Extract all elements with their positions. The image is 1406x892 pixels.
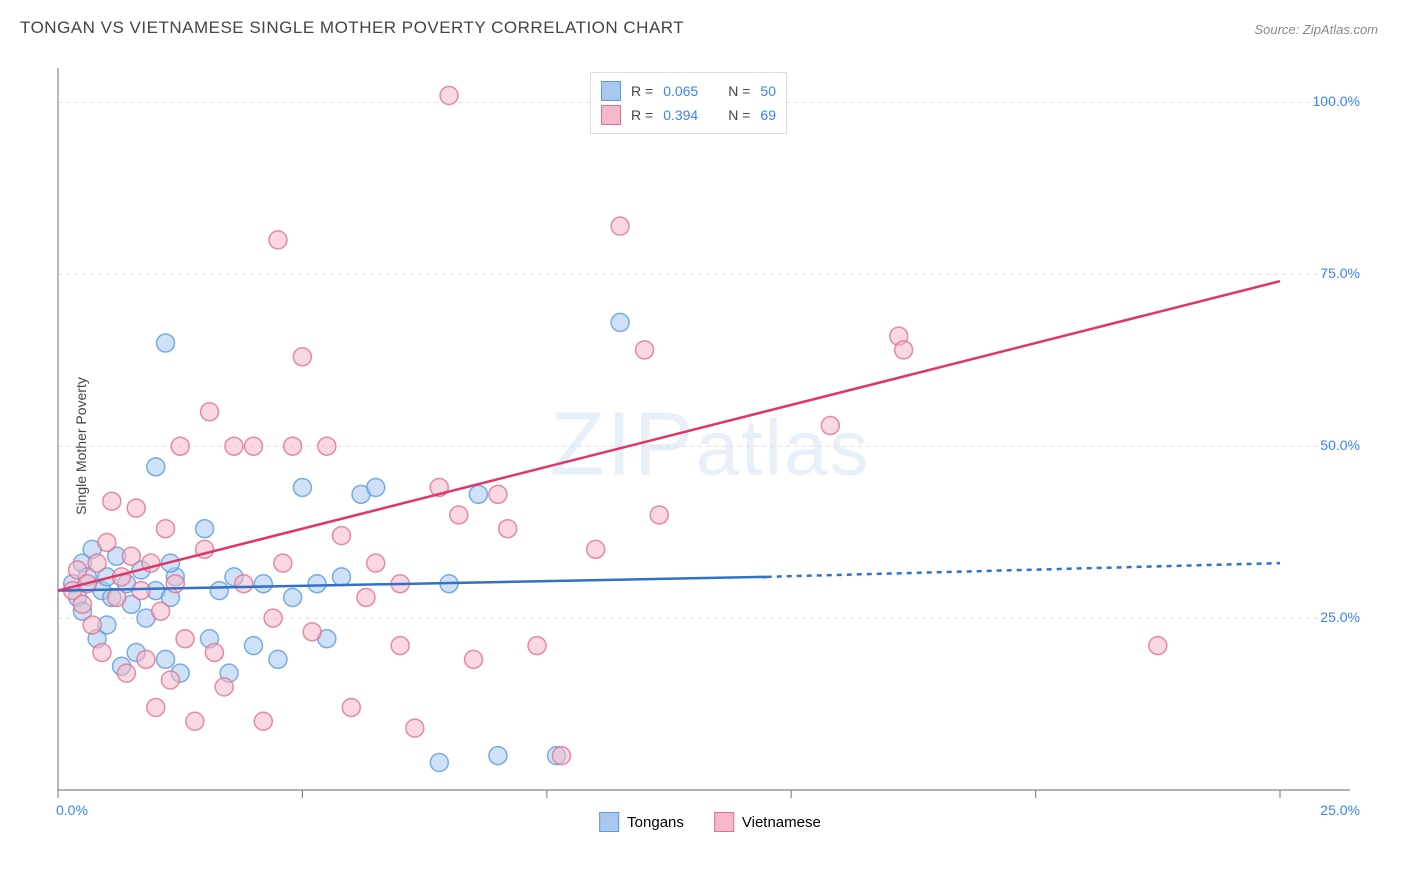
n-label: N =	[728, 107, 750, 123]
legend-stats: R = 0.065 N = 50 R = 0.394 N = 69	[590, 72, 787, 134]
y-tick-label: 50.0%	[1320, 437, 1360, 453]
x-tick-label: 25.0%	[1320, 802, 1360, 818]
y-tick-label: 100.0%	[1313, 93, 1360, 109]
n-value-0: 50	[760, 83, 776, 99]
n-value-1: 69	[760, 107, 776, 123]
scatter-plot	[50, 60, 1370, 830]
r-value-1: 0.394	[663, 107, 698, 123]
legend-swatch-vietnamese	[601, 105, 621, 125]
r-value-0: 0.065	[663, 83, 698, 99]
x-tick-label: 0.0%	[56, 802, 88, 818]
chart-area: ZIPatlas R = 0.065 N = 50 R = 0.394 N = …	[50, 60, 1370, 830]
legend-stats-row-1: R = 0.394 N = 69	[601, 103, 776, 127]
legend-label-vietnamese: Vietnamese	[742, 814, 821, 831]
chart-title: TONGAN VS VIETNAMESE SINGLE MOTHER POVER…	[20, 18, 684, 38]
legend-item-vietnamese: Vietnamese	[714, 812, 821, 832]
n-label: N =	[728, 83, 750, 99]
legend-item-tongans: Tongans	[599, 812, 684, 832]
source-attribution: Source: ZipAtlas.com	[1254, 22, 1378, 37]
legend-series: Tongans Vietnamese	[599, 812, 821, 832]
r-label: R =	[631, 107, 653, 123]
legend-swatch-tongans-b	[599, 812, 619, 832]
y-tick-label: 75.0%	[1320, 265, 1360, 281]
y-tick-label: 25.0%	[1320, 609, 1360, 625]
chart-container: TONGAN VS VIETNAMESE SINGLE MOTHER POVER…	[0, 0, 1406, 892]
legend-swatch-tongans	[601, 81, 621, 101]
r-label: R =	[631, 83, 653, 99]
legend-stats-row-0: R = 0.065 N = 50	[601, 79, 776, 103]
legend-label-tongans: Tongans	[627, 814, 684, 831]
legend-swatch-vietnamese-b	[714, 812, 734, 832]
